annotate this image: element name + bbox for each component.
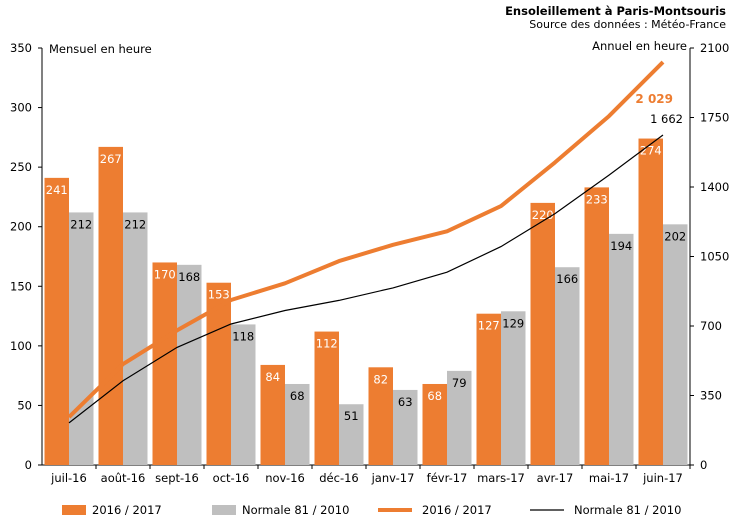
left-tick-label: 300 — [10, 101, 32, 115]
bar-2016-2017 — [368, 367, 393, 465]
bar-2016-2017-label: 274 — [640, 144, 662, 158]
bar-2016-2017 — [44, 177, 69, 465]
x-tick-label: oct-16 — [213, 471, 250, 485]
bar-normale-label: 129 — [502, 316, 524, 330]
left-tick-label: 250 — [10, 160, 32, 174]
legend-line-2016-2017-label: 2016 / 2017 — [422, 503, 492, 517]
bar-normale-label: 202 — [664, 229, 686, 243]
bar-normale — [609, 233, 634, 465]
bar-normale-label: 168 — [178, 270, 200, 284]
bar-2016-2017-label: 84 — [265, 370, 280, 384]
bar-2016-2017-label: 127 — [478, 319, 500, 333]
bar-2016-2017-label: 233 — [586, 192, 608, 206]
bar-normale-label: 194 — [610, 239, 632, 253]
bar-2016-2017-label: 82 — [373, 372, 388, 386]
line-2016-2017 — [67, 60, 665, 419]
plot-area: 0 50 100 150 200 250 300 350 0 350 700 1050 1400 1750… — [10, 41, 729, 485]
bar-2016-2017 — [584, 187, 609, 465]
bar-normale-label: 166 — [556, 272, 578, 286]
bar-2016-2017 — [260, 364, 285, 465]
line-normale — [68, 134, 664, 424]
bar-normale — [123, 212, 148, 465]
x-tick-label: janv-17 — [371, 471, 415, 485]
bar-normale — [555, 267, 580, 465]
bar-normale — [663, 224, 688, 465]
line-2016-2017-end-label: 2 029 — [635, 92, 673, 106]
legend-bar-2016-2017-label: 2016 / 2017 — [92, 503, 162, 517]
left-axis-label: Mensuel en heure — [49, 42, 152, 56]
bar-normale — [285, 383, 310, 465]
chart-subtitle: Source des données : Météo-France — [529, 18, 726, 31]
right-tick-label: 1400 — [700, 180, 729, 194]
right-tick-label: 2100 — [700, 41, 729, 55]
bar-normale-label: 51 — [344, 409, 359, 423]
bar-normale-label: 212 — [70, 217, 92, 231]
right-tick-label: 1050 — [700, 250, 729, 264]
bar-normale-label: 63 — [398, 395, 413, 409]
left-tick-label: 200 — [10, 220, 32, 234]
bar-2016-2017-label: 241 — [46, 183, 68, 197]
x-tick-label: févr-17 — [427, 471, 468, 485]
x-tick-label: avr-17 — [537, 471, 574, 485]
bar-2016-2017 — [152, 262, 177, 465]
bar-normale-label: 212 — [124, 217, 146, 231]
bar-2016-2017 — [530, 202, 555, 465]
bar-2016-2017-label: 153 — [208, 288, 230, 302]
bar-2016-2017 — [98, 146, 123, 466]
legend-bar-normale-swatch — [212, 505, 236, 515]
x-tick-label: sept-16 — [155, 471, 199, 485]
left-tick-label: 150 — [10, 279, 32, 293]
x-tick-label: mars-17 — [477, 471, 525, 485]
bar-2016-2017 — [314, 331, 339, 465]
right-tick-label: 700 — [700, 319, 722, 333]
bar-2016-2017-label: 267 — [100, 152, 122, 166]
right-tick-label: 0 — [700, 458, 707, 472]
bar-normale-label: 68 — [290, 389, 305, 403]
bar-normale — [231, 324, 256, 465]
legend: 2016 / 2017 Normale 81 / 2010 2016 / 2017 N… — [62, 503, 681, 517]
legend-line-normale-label: Normale 81 / 2010 — [574, 503, 681, 517]
bar-normale — [177, 264, 202, 465]
x-tick-label: déc-16 — [319, 471, 358, 485]
bar-normale — [339, 404, 364, 465]
x-tick-label: mai-17 — [589, 471, 629, 485]
left-tick-label: 50 — [17, 398, 32, 412]
bar-normale-label: 118 — [232, 329, 254, 343]
right-axis-label: Annuel en heure — [592, 39, 687, 53]
line-normale-end-label: 1 662 — [650, 112, 683, 126]
chart-title: Ensoleillement à Paris-Montsouris — [505, 4, 726, 18]
bar-2016-2017 — [638, 138, 663, 465]
bar-2016-2017-label: 68 — [427, 389, 442, 403]
left-tick-label: 0 — [25, 458, 32, 472]
right-tick-label: 350 — [700, 389, 722, 403]
bar-normale — [69, 212, 94, 465]
x-tick-label: août-16 — [101, 471, 146, 485]
x-tick-label: juil-16 — [50, 471, 87, 485]
bar-2016-2017-label: 220 — [532, 208, 554, 222]
legend-bar-normale-label: Normale 81 / 2010 — [242, 503, 349, 517]
bar-normale-label: 79 — [452, 376, 467, 390]
bar-2016-2017 — [422, 383, 447, 465]
left-tick-label: 350 — [10, 41, 32, 55]
bar-2016-2017-label: 170 — [154, 267, 176, 281]
bar-2016-2017 — [476, 313, 501, 465]
bar-2016-2017-label: 112 — [316, 337, 338, 351]
x-tick-label: nov-16 — [265, 471, 305, 485]
bar-normale — [501, 311, 526, 465]
bar-normale — [393, 389, 418, 465]
legend-bar-2016-2017-swatch — [62, 505, 86, 515]
left-tick-label: 100 — [10, 339, 32, 353]
bar-normale — [447, 370, 472, 465]
x-tick-label: juin-17 — [642, 471, 683, 485]
right-tick-label: 1750 — [700, 111, 729, 125]
